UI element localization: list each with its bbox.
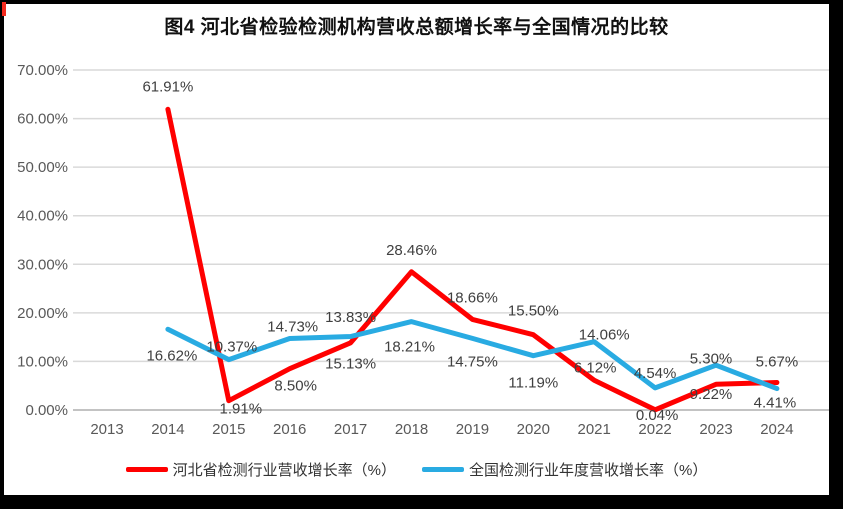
x-axis-tick-label: 2018 xyxy=(395,421,428,438)
y-axis-tick-label: 40.00% xyxy=(17,208,68,225)
legend-item-1: 全国检测行业年度营收增长率（%） xyxy=(422,459,707,480)
legend-label: 河北省检测行业营收增长率（%） xyxy=(172,462,396,479)
data-label: 15.50% xyxy=(508,303,559,320)
data-label: 5.67% xyxy=(756,353,799,370)
legend-label: 全国检测行业年度营收增长率（%） xyxy=(469,462,708,479)
y-axis-tick-label: 30.00% xyxy=(17,256,68,273)
legend-line-swatch xyxy=(422,467,464,472)
legend-item-0: 河北省检测行业营收增长率（%） xyxy=(125,459,396,480)
frame-border-right xyxy=(829,0,843,509)
data-label: 18.66% xyxy=(447,289,498,306)
frame-border-bottom xyxy=(0,495,843,509)
series-line-1 xyxy=(165,319,780,392)
data-label: 14.06% xyxy=(579,327,630,344)
data-label: 9.22% xyxy=(690,386,733,403)
data-label: 10.37% xyxy=(206,339,257,356)
frame-border-left xyxy=(0,0,4,509)
data-label: 28.46% xyxy=(386,242,437,259)
data-label: 4.41% xyxy=(754,395,797,412)
y-axis-tick-label: 0.00% xyxy=(25,402,68,419)
x-axis-tick-label: 2015 xyxy=(212,421,245,438)
data-label: 6.12% xyxy=(574,359,617,376)
data-label: 1.91% xyxy=(220,401,263,418)
legend-line-swatch xyxy=(125,467,168,472)
x-axis-tick-label: 2014 xyxy=(151,421,184,438)
x-axis-tick-label: 2024 xyxy=(760,421,793,438)
data-label: 11.19% xyxy=(508,375,558,392)
frame-border-top xyxy=(0,0,843,4)
data-label: 4.54% xyxy=(634,365,677,382)
data-label: 14.75% xyxy=(447,353,498,370)
x-axis-tick-label: 2022 xyxy=(638,421,671,438)
data-label: 16.62% xyxy=(146,347,197,364)
data-label: 18.21% xyxy=(384,339,435,356)
y-axis-tick-label: 10.00% xyxy=(17,353,68,370)
series-line-0 xyxy=(165,106,780,413)
x-axis-tick-label: 2019 xyxy=(456,421,489,438)
x-axis-tick-label: 2016 xyxy=(273,421,306,438)
y-axis-tick-label: 70.00% xyxy=(17,62,68,79)
chart-legend: 河北省检测行业营收增长率（%） 全国检测行业年度营收增长率（%） xyxy=(4,459,829,480)
data-label: 14.73% xyxy=(267,318,318,335)
data-label: 15.13% xyxy=(325,356,376,373)
data-label: 61.91% xyxy=(142,78,193,95)
chart-title: 图4 河北省检验检测机构营收总额增长率与全国情况的比较 xyxy=(164,17,669,38)
data-label: 0.04% xyxy=(636,407,679,424)
y-axis-tick-label: 20.00% xyxy=(17,305,68,322)
y-axis-tick-label: 50.00% xyxy=(17,159,68,176)
y-axis-tick-label: 60.00% xyxy=(17,111,68,128)
data-label: 8.50% xyxy=(274,378,317,395)
x-axis-tick-label: 2017 xyxy=(334,421,367,438)
x-axis-tick-label: 2013 xyxy=(90,421,123,438)
x-axis-tick-label: 2021 xyxy=(578,421,611,438)
data-label: 13.83% xyxy=(325,309,376,326)
x-axis-tick-label: 2023 xyxy=(699,421,732,438)
data-label: 5.30% xyxy=(690,350,733,367)
red-accent-mark xyxy=(2,2,6,16)
x-axis-tick-label: 2020 xyxy=(517,421,550,438)
